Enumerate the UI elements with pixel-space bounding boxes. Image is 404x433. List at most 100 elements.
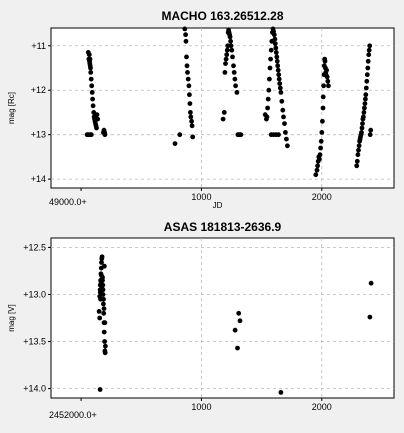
chart2-data-point (100, 287, 106, 293)
chart2-data-point (96, 309, 102, 314)
chart1-data-point (314, 167, 320, 173)
chart1-ytick-label: +14 (31, 174, 46, 184)
chart1-data-point (324, 67, 329, 73)
chart1-data-point (367, 43, 373, 49)
chart1-data-point (94, 112, 100, 118)
chart1-data-point (88, 70, 94, 75)
chart1-data-point (363, 92, 369, 98)
chart1-data-point (87, 56, 93, 62)
chart1-data-point (364, 78, 370, 84)
chart1-data-point (177, 132, 183, 138)
chart2-data-point (102, 320, 108, 326)
chart1-data-point (90, 103, 96, 109)
chart1-data-point (89, 90, 95, 95)
chart1-data-point (265, 96, 271, 102)
chart2-data-point (99, 273, 104, 278)
chart1-data-point (276, 76, 282, 82)
chart2-data-point (101, 301, 106, 307)
chart2-data-point (102, 339, 107, 344)
chart1-data-point (223, 56, 229, 62)
chart1-data-point (187, 101, 193, 106)
chart1-data-point (187, 92, 192, 98)
chart1-data-point (266, 87, 272, 93)
chart1-x-offset-label: 49000.0+ (49, 197, 87, 207)
chart1-data-point (320, 105, 326, 111)
chart1-xtick-label: 2000 (312, 192, 332, 202)
chart1-data-point (95, 116, 101, 122)
chart1-data-point (189, 118, 195, 124)
chart2-data-point (99, 260, 104, 265)
chart1-data-point (320, 94, 326, 100)
chart1-data-point (271, 32, 277, 38)
chart2-title: ASAS 181813-2636.9 (164, 220, 282, 234)
chart1-ylabel: mag [Rc] (7, 92, 16, 124)
chart1-data-point (318, 138, 324, 144)
chart2-ytick-label: +13.0 (23, 289, 46, 299)
chart1-data-point (273, 45, 279, 51)
chart1-plot-area (50, 27, 395, 189)
chart1-data-point (325, 78, 331, 84)
chart1-data-point (89, 83, 95, 89)
chart1-data-point (172, 141, 178, 147)
chart1-data-point (281, 114, 286, 120)
chart1-data-point (223, 61, 228, 66)
chart1-data-point (224, 47, 230, 53)
chart1-data-point (274, 54, 280, 60)
chart1-data-point (285, 143, 290, 149)
chart1-data-point (366, 52, 372, 58)
chart1-data-point (184, 63, 190, 69)
chart1-data-point (221, 110, 227, 115)
chart1-data-point (220, 116, 226, 122)
chart1-data-point (362, 101, 368, 106)
chart2-plot-area (50, 237, 395, 399)
chart1-xtick-label: 1000 (191, 192, 211, 202)
chart1-data-point (355, 152, 361, 158)
chart2-data-point (232, 327, 238, 333)
chart1-data-point (232, 76, 238, 82)
chart1-data-point (86, 52, 92, 58)
chart2-data-point (101, 296, 106, 302)
chart2-data-point (102, 263, 107, 269)
chart1-data-point (365, 65, 371, 71)
chart1-data-point (234, 90, 240, 95)
chart1-data-point (354, 163, 360, 169)
chart1-data-point (274, 58, 280, 64)
chart1-data-point (278, 90, 284, 95)
chart1-data-point (231, 63, 236, 69)
chart2-ytick-label: +13.5 (23, 337, 46, 347)
chart1-data-point (233, 83, 239, 89)
chart1-data-point (90, 96, 95, 102)
chart1-data-point (183, 38, 189, 44)
chart2-ylabel: mag [V] (7, 304, 16, 332)
chart1-data-point (267, 76, 272, 82)
chart1-data-point (318, 145, 323, 151)
chart1-data-point (322, 58, 328, 64)
chart1-data-point (354, 158, 360, 164)
chart1-data-point (88, 65, 93, 71)
chart1-data-point (185, 76, 191, 82)
chart1-data-point (268, 56, 273, 62)
chart1-data-point (277, 81, 283, 86)
chart1-data-point (228, 43, 234, 49)
chart1-data-point (229, 47, 235, 53)
chart1-data-point (230, 54, 235, 60)
chart1-data-point (231, 70, 237, 75)
chart1-data-point (280, 107, 286, 113)
chart1-data-point (184, 54, 189, 60)
chart2-data-point (237, 318, 243, 324)
chart1-data-point (361, 114, 366, 120)
chart1-data-point (365, 58, 371, 64)
chart1-data-point (227, 34, 233, 40)
chart1-data-point (326, 83, 331, 89)
chart1-data-point (367, 132, 373, 138)
chart1-data-point (88, 76, 94, 82)
chart1-title: MACHO 163.26512.28 (161, 9, 283, 23)
chart2-data-point (367, 314, 373, 320)
chart2-data-point (102, 350, 108, 356)
chart1-data-point (284, 136, 289, 142)
chart1-data-point (315, 163, 320, 169)
chart1-data-point (276, 72, 282, 78)
chart2-data-point (278, 390, 284, 395)
chart1-data-point (228, 38, 234, 44)
chart1-data-point (224, 52, 230, 58)
